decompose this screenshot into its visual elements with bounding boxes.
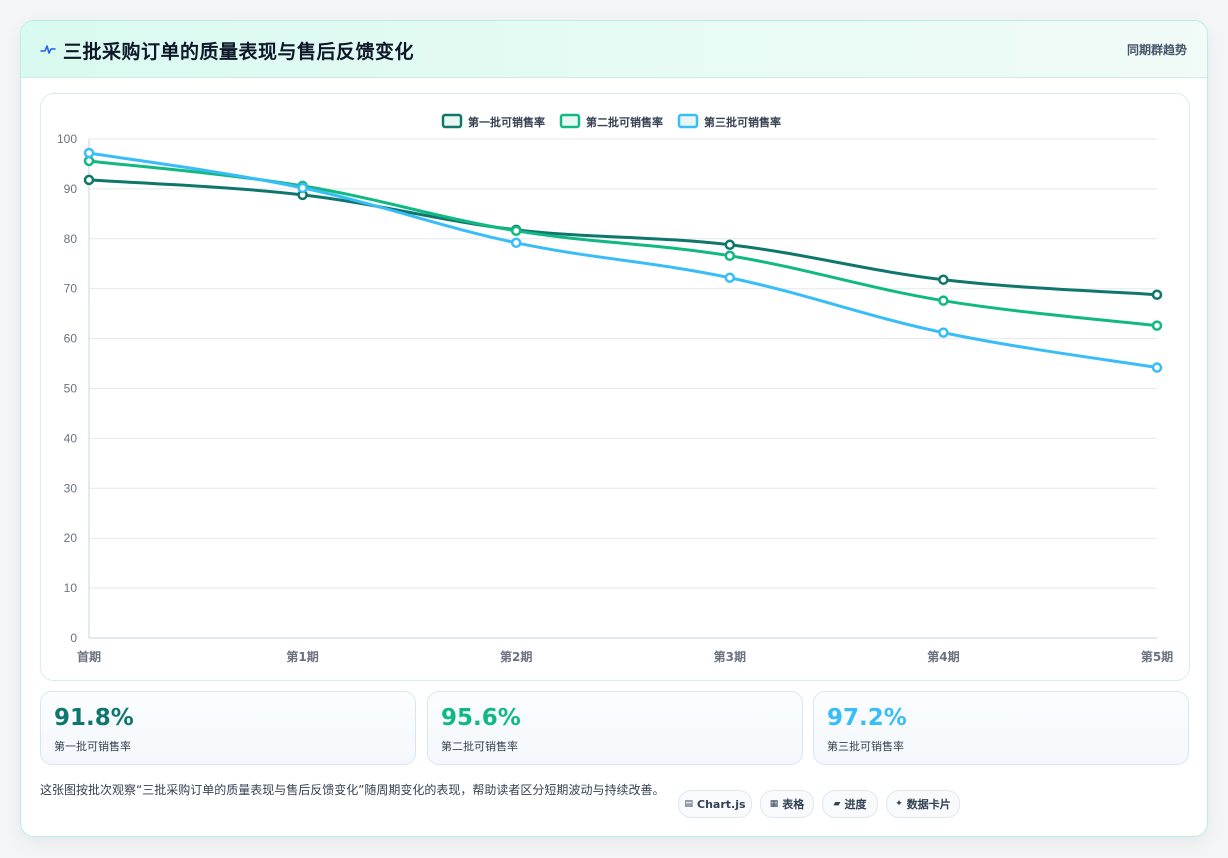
pill-label: Chart.js: [697, 797, 746, 811]
kpi-label: 第三批可销售率: [827, 740, 904, 753]
y-tick-label: 40: [64, 431, 78, 445]
card-header: 三批采购订单的质量表现与售后反馈变化 同期群趋势: [21, 21, 1207, 78]
y-tick-label: 100: [57, 132, 77, 146]
x-tick-label: 第4期: [927, 649, 959, 664]
x-tick-label: 第2期: [500, 649, 532, 664]
data-point: [938, 274, 949, 285]
y-tick-label: 90: [64, 182, 78, 196]
pill-label: 数据卡片: [906, 798, 951, 811]
y-tick-label: 70: [64, 282, 78, 296]
legend-label: 第二批可销售率: [586, 115, 663, 129]
legend-swatch: [559, 113, 581, 129]
chart-icon: ▤: [684, 799, 693, 809]
progress-pill[interactable]: ▰ 进度: [822, 790, 878, 818]
line-chart: 0 10 20 30 40 50 60 70 80 90 100 首期 第1期 第2期 第3期 第4期 第5期 第…: [57, 113, 1173, 664]
data-point: [83, 147, 95, 159]
y-tick-label: 60: [64, 332, 78, 346]
data-point: [1151, 289, 1163, 300]
card-icon: ✦: [895, 799, 903, 809]
kpi-value: 95.6%: [441, 705, 521, 731]
x-tick-label: 第3期: [714, 649, 746, 664]
pill-label: 进度: [844, 798, 867, 811]
x-tick-label: 首期: [77, 649, 101, 664]
data-point: [938, 327, 949, 338]
kpi-card-batch-2: 95.6% 第二批可销售率: [427, 691, 803, 765]
legend-swatch: [441, 113, 463, 129]
y-tick-label: 30: [64, 481, 78, 495]
kpi-label: 第一批可销售率: [54, 740, 131, 753]
y-tick-label: 0: [70, 631, 77, 645]
table-icon: ▦: [769, 799, 779, 809]
pill-label: 表格: [782, 798, 805, 811]
data-point: [938, 295, 949, 306]
table-pill[interactable]: ▦ 表格: [760, 790, 814, 818]
series-line-1: [88, 178, 1158, 297]
chartjs-pill[interactable]: ▤ Chart.js: [678, 790, 752, 818]
data-point: [83, 174, 95, 186]
y-tick-label: 20: [64, 531, 78, 545]
data-point: [724, 250, 736, 262]
legend-label: 第一批可销售率: [468, 115, 545, 129]
activity-icon: [40, 45, 56, 54]
y-tick-label: 50: [64, 382, 78, 396]
series-line-3: [88, 151, 1158, 370]
legend-label: 第三批可销售率: [704, 115, 781, 129]
series-line-2: [88, 159, 1158, 328]
data-point: [510, 237, 522, 249]
chart-panel: 0 10 20 30 40 50 60 70 80 90 100 首期 第1期 第2期 第3期 第4期 第5期 第…: [40, 93, 1190, 681]
data-point: [724, 239, 736, 251]
trend-label: 同期群趋势: [1126, 43, 1187, 57]
x-tick-label: 第5期: [1141, 649, 1173, 664]
kpi-label: 第二批可销售率: [441, 740, 518, 753]
chart-card: 三批采购订单的质量表现与售后反馈变化 同期群趋势 0 10 20 30 40 50 60 70…: [20, 20, 1208, 837]
kpi-value: 97.2%: [827, 705, 907, 731]
y-tick-label: 10: [64, 581, 78, 595]
data-point: [510, 225, 522, 237]
kpi-value: 91.8%: [54, 705, 134, 731]
kpi-card-batch-1: 91.8% 第一批可销售率: [40, 691, 416, 765]
data-card-pill[interactable]: ✦ 数据卡片: [886, 790, 960, 818]
data-point: [297, 182, 308, 194]
progress-icon: ▰: [833, 799, 841, 809]
page-title: 三批采购订单的质量表现与售后反馈变化: [63, 41, 415, 63]
legend-swatch: [677, 113, 699, 129]
chart-description: 这张图按批次观察“三批采购订单的质量表现与售后反馈变化”随周期变化的表现，帮助读…: [40, 783, 665, 797]
data-point: [1151, 362, 1163, 373]
kpi-card-batch-3: 97.2% 第三批可销售率: [813, 691, 1189, 765]
data-point: [724, 272, 736, 283]
x-tick-label: 第1期: [286, 649, 318, 664]
data-point: [1151, 320, 1163, 331]
y-tick-label: 80: [64, 232, 78, 246]
